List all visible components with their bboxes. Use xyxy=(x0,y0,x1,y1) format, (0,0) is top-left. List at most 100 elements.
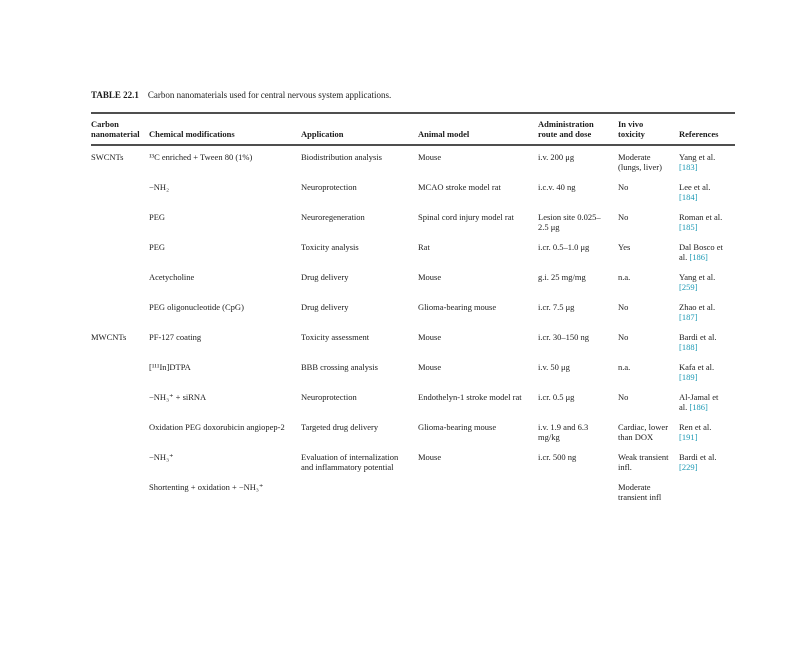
cell-reference: Roman et al. [185] xyxy=(679,206,735,236)
cell-modification: Acetycholine xyxy=(149,272,195,282)
cell-animal-model: Glioma-bearing mouse xyxy=(418,302,497,312)
reference-link[interactable]: [188] xyxy=(679,342,698,352)
data-table: Carbon nanomaterial Chemical modificatio… xyxy=(91,112,735,506)
cell-modification: Shortenting + oxidation + −NH₃⁺ xyxy=(149,482,264,492)
cell-animal-model: Mouse xyxy=(418,362,442,372)
cell-material xyxy=(91,266,149,296)
cell-material xyxy=(91,296,149,326)
cell-reference: Zhao et al. [187] xyxy=(679,296,735,326)
reference-text: Yang et al. xyxy=(679,272,716,282)
table-row: −NH₂ Neuroprotection MCAO stroke model r… xyxy=(91,176,735,206)
reference-link[interactable]: [186] xyxy=(689,402,708,412)
cell-reference: Yang et al. [183] xyxy=(679,145,735,176)
reference-text: Bardi et al. xyxy=(679,332,717,342)
cell-toxicity: No xyxy=(618,392,629,402)
cell-toxicity: No xyxy=(618,182,629,192)
cell-application: Targeted drug delivery xyxy=(301,422,379,432)
cell-reference: Lee et al. [184] xyxy=(679,176,735,206)
cell-animal-model: Mouse xyxy=(418,272,442,282)
cell-modification: PEG xyxy=(149,242,166,252)
cell-animal-model: Mouse xyxy=(418,452,442,462)
cell-application: Toxicity analysis xyxy=(301,242,359,252)
cell-reference: Bardi et al. [229] xyxy=(679,446,735,476)
table-number: TABLE 22.1 xyxy=(91,90,139,100)
cell-application xyxy=(301,476,418,506)
cell-reference xyxy=(679,476,735,506)
reference-text: Zhao et al. xyxy=(679,302,716,312)
cell-toxicity: n.a. xyxy=(618,362,631,372)
table-row: Shortenting + oxidation + −NH₃⁺ Moderate… xyxy=(91,476,735,506)
reference-link[interactable]: [191] xyxy=(679,432,698,442)
reference-link[interactable]: [184] xyxy=(679,192,698,202)
cell-modification: −NH₃⁺ xyxy=(149,452,174,462)
cell-toxicity: Weak transient infl. xyxy=(618,452,669,472)
table-row: PEG Neuroregeneration Spinal cord injury… xyxy=(91,206,735,236)
reference-link[interactable]: [186] xyxy=(689,252,708,262)
header-row: Carbon nanomaterial Chemical modificatio… xyxy=(91,113,735,146)
cell-reference: Kafa et al. [189] xyxy=(679,356,735,386)
cell-modification: PEG oligonucleotide (CpG) xyxy=(149,302,244,312)
reference-link[interactable]: [183] xyxy=(679,162,698,172)
cell-material xyxy=(91,446,149,476)
reference-text: Ren et al. xyxy=(679,422,712,432)
cell-toxicity: No xyxy=(618,332,629,342)
table-row: [¹¹¹In]DTPA BBB crossing analysis Mouse … xyxy=(91,356,735,386)
cell-material xyxy=(91,176,149,206)
cell-dose xyxy=(538,476,618,506)
col-header-references: References xyxy=(679,113,735,146)
cell-modification: −NH₃⁺ + siRNA xyxy=(149,392,207,402)
cell-animal-model: Mouse xyxy=(418,152,442,162)
cell-material xyxy=(91,206,149,236)
reference-link[interactable]: [259] xyxy=(679,282,698,292)
table-caption: Carbon nanomaterials used for central ne… xyxy=(147,90,392,100)
reference-text: Al-Jamal et al. xyxy=(679,392,719,412)
cell-animal-model xyxy=(418,476,538,506)
cell-application: Drug delivery xyxy=(301,302,349,312)
cell-modification: Oxidation PEG doxorubicin angiopep-2 xyxy=(149,422,285,432)
cell-animal-model: Glioma-bearing mouse xyxy=(418,422,497,432)
reference-link[interactable]: [187] xyxy=(679,312,698,322)
reference-link[interactable]: [185] xyxy=(679,222,698,232)
reference-link[interactable]: [229] xyxy=(679,462,698,472)
cell-dose: i.cr. 7.5 μg xyxy=(538,302,575,312)
cell-animal-model: Spinal cord injury model rat xyxy=(418,212,514,222)
table-row: −NH₃⁺ Evaluation of internalization and … xyxy=(91,446,735,476)
cell-modification: PEG xyxy=(149,212,166,222)
cell-toxicity: Moderate (lungs, liver) xyxy=(618,152,662,172)
table-row: Oxidation PEG doxorubicin angiopep-2 Tar… xyxy=(91,416,735,446)
cell-toxicity: n.a. xyxy=(618,272,631,282)
cell-animal-model: Rat xyxy=(418,242,430,252)
cell-toxicity: No xyxy=(618,302,629,312)
table-row: PEG oligonucleotide (CpG) Drug delivery … xyxy=(91,296,735,326)
cell-reference: Ren et al. [191] xyxy=(679,416,735,446)
cell-reference: Dal Bosco et al. [186] xyxy=(679,236,735,266)
cell-material xyxy=(91,476,149,506)
cell-modification: PF-127 coating xyxy=(149,332,202,342)
cell-application: Neuroprotection xyxy=(301,182,357,192)
reference-link[interactable]: [189] xyxy=(679,372,698,382)
cell-modification: −NH₂ xyxy=(149,182,170,192)
reference-text: Roman et al. xyxy=(679,212,723,222)
cell-animal-model: Endothelyn-1 stroke model rat xyxy=(418,392,522,402)
cell-animal-model: Mouse xyxy=(418,332,442,342)
cell-dose: i.c.v. 40 ng xyxy=(538,182,576,192)
cell-material xyxy=(91,236,149,266)
cell-dose: i.cr. 0.5 μg xyxy=(538,392,575,402)
table-body: SWCNTs ¹³C enriched + Tween 80 (1%) Biod… xyxy=(91,145,735,506)
cell-dose: i.v. 50 μg xyxy=(538,362,570,372)
cell-modification: ¹³C enriched + Tween 80 (1%) xyxy=(149,152,253,162)
cell-material xyxy=(91,416,149,446)
cell-reference: Yang et al. [259] xyxy=(679,266,735,296)
cell-material xyxy=(91,356,149,386)
cell-dose: Lesion site 0.025–2.5 μg xyxy=(538,212,601,232)
col-header-administration-route-and-dose: Administration route and dose xyxy=(538,113,618,146)
col-header-animal-model: Animal model xyxy=(418,113,538,146)
cell-application: Neuroprotection xyxy=(301,392,357,402)
cell-material: MWCNTs xyxy=(91,332,127,342)
cell-application: BBB crossing analysis xyxy=(301,362,378,372)
col-header-in-vivo-toxicity: In vivo toxicity xyxy=(618,113,679,146)
table-title: TABLE 22.1 Carbon nanomaterials used for … xyxy=(91,90,735,101)
cell-application: Neuroregeneration xyxy=(301,212,365,222)
reference-text: Dal Bosco et al. xyxy=(679,242,723,262)
